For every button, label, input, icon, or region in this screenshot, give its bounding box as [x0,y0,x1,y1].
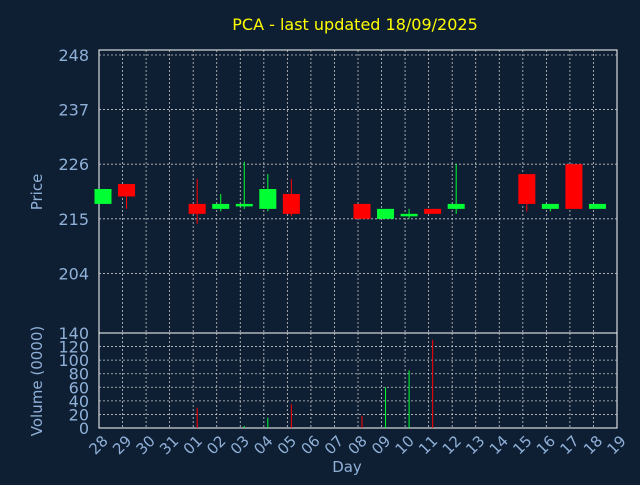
candle-body [400,213,418,217]
x-tick-label: 31 [156,432,182,458]
price-tick-label: 237 [58,101,89,120]
x-tick-label: 07 [321,432,347,458]
candle-body [282,193,300,214]
x-tick-label: 19 [604,432,630,458]
price-tick-label: 204 [58,264,89,283]
x-tick-label: 03 [227,432,253,458]
candle-body [541,203,559,209]
candle-body [118,184,136,197]
candle-body [424,208,442,214]
candle-body [353,203,371,219]
x-axis-label: Day [332,458,362,476]
candle-body [588,203,606,209]
volume-tick-label: 0 [79,419,89,438]
x-tick-label: 28 [86,432,112,458]
x-tick-label: 08 [345,432,371,458]
x-tick-label: 30 [133,432,159,458]
volume-tick-label: 120 [58,338,89,357]
x-tick-label: 17 [556,432,582,458]
price-axis-label: Price [28,174,46,211]
x-tick-label: 04 [250,432,276,458]
x-tick-label: 09 [368,432,394,458]
candle-body [188,203,206,214]
volume-axis-label: Volume (0000) [28,326,46,436]
candle-body [259,189,277,209]
candle-body [94,189,112,204]
x-tick-label: 15 [509,432,535,458]
volume-tick-label: 20 [69,405,89,424]
x-tick-label: 13 [462,432,488,458]
x-tick-label: 10 [392,432,418,458]
volume-tick-label: 140 [58,324,89,343]
candle-body [518,174,536,204]
x-tick-label: 06 [297,432,323,458]
x-tick-label: 29 [109,432,135,458]
candle-body [212,203,230,209]
price-tick-label: 215 [58,210,89,229]
price-tick-label: 226 [58,155,89,174]
x-tick-label: 14 [486,432,512,458]
x-tick-label: 05 [274,432,300,458]
candle-body [377,208,395,219]
volume-tick-label: 40 [69,392,89,411]
x-tick-label: 02 [203,432,229,458]
x-tick-label: 01 [180,432,206,458]
candle-body [235,203,253,207]
candle-body [447,203,465,209]
x-tick-label: 12 [439,432,465,458]
price-tick-label: 248 [58,46,89,65]
chart-title: PCA - last updated 18/09/2025 [232,15,478,34]
volume-tick-label: 100 [58,351,89,370]
x-tick-label: 16 [533,432,559,458]
volume-tick-label: 80 [69,365,89,384]
x-tick-label: 18 [580,432,606,458]
volume-tick-label: 60 [69,378,89,397]
x-tick-label: 11 [415,432,441,458]
candle-body [565,164,583,209]
